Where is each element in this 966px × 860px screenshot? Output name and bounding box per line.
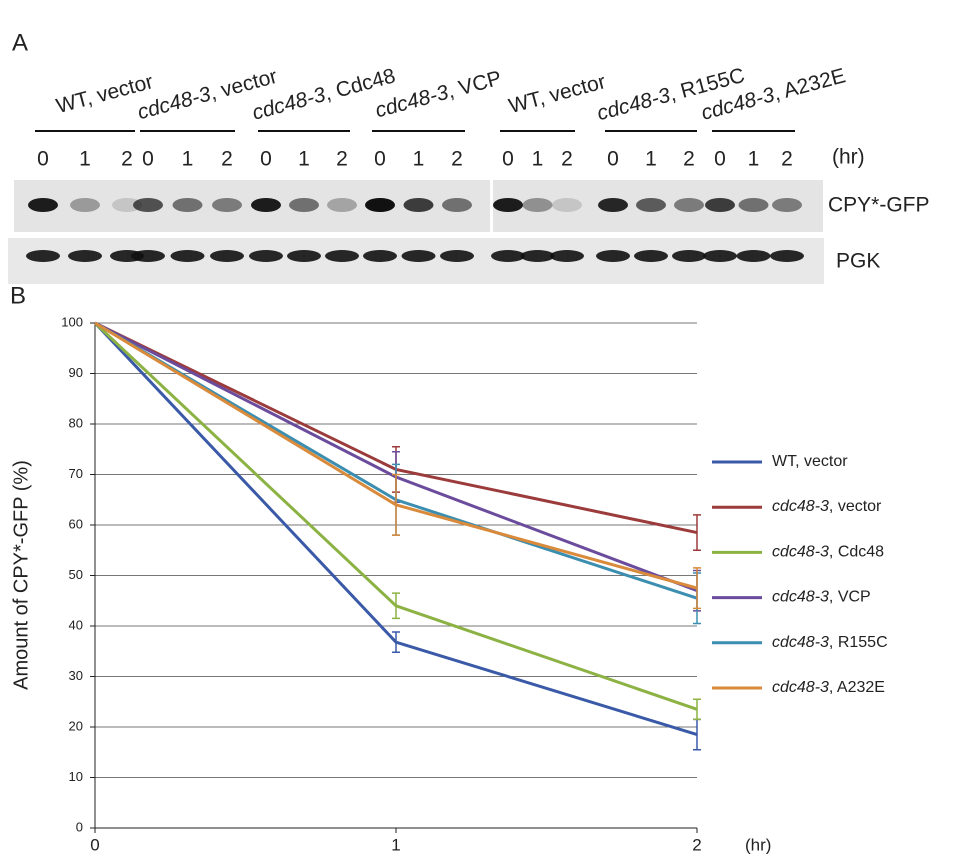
band	[598, 198, 628, 212]
lane-label: 0	[260, 148, 272, 171]
band	[365, 198, 395, 212]
lane-label: 1	[532, 148, 544, 171]
legend-label: cdc48-3, VCP	[772, 589, 871, 606]
band	[402, 250, 436, 262]
band	[770, 250, 804, 262]
band	[68, 250, 102, 262]
y-tick-label: 40	[69, 617, 83, 632]
lane-label: 0	[502, 148, 514, 171]
band	[289, 198, 319, 212]
group-label: WT, vector	[506, 70, 608, 118]
x-unit-label: (hr)	[745, 835, 771, 854]
panel-label: B	[10, 282, 26, 309]
band	[212, 198, 242, 212]
lane-label: 2	[683, 148, 695, 171]
lane-label: 1	[645, 148, 657, 171]
band	[249, 250, 283, 262]
band	[442, 198, 472, 212]
lane-label: 2	[781, 148, 793, 171]
lane-label: 0	[607, 148, 619, 171]
band	[523, 198, 553, 212]
panel-label: A	[12, 29, 28, 56]
band	[596, 250, 630, 262]
band	[440, 250, 474, 262]
band	[363, 250, 397, 262]
y-tick-label: 90	[69, 365, 83, 380]
band	[251, 198, 281, 212]
band	[70, 198, 100, 212]
legend-label: cdc48-3, vector	[772, 498, 882, 515]
band	[327, 198, 357, 212]
row-label: CPY*-GFP	[828, 194, 930, 217]
band	[287, 250, 321, 262]
band	[173, 198, 203, 212]
legend-label: cdc48-3, R155C	[772, 634, 888, 651]
y-tick-label: 20	[69, 718, 83, 733]
band	[133, 198, 163, 212]
band	[674, 198, 704, 212]
row-label: PGK	[836, 250, 880, 273]
y-tick-label: 10	[69, 769, 83, 784]
y-tick-label: 50	[69, 567, 83, 582]
band	[739, 198, 769, 212]
y-axis-label: Amount of CPY*-GFP (%)	[10, 460, 32, 690]
band	[672, 250, 706, 262]
lane-label: 1	[182, 148, 194, 171]
y-tick-label: 70	[69, 466, 83, 481]
lane-label: 0	[37, 148, 49, 171]
figure: A (hr) CPY*-GFP PGK B Amount of CPY*-GFP…	[0, 0, 966, 860]
lane-label: 2	[336, 148, 348, 171]
band	[210, 250, 244, 262]
lane-label: 2	[451, 148, 463, 171]
lane-label: 0	[374, 148, 386, 171]
time-unit: (hr)	[832, 146, 865, 169]
band	[28, 198, 58, 212]
band	[737, 250, 771, 262]
lane-label: 1	[413, 148, 425, 171]
band	[521, 250, 555, 262]
lane-label: 1	[79, 148, 91, 171]
page: A (hr) CPY*-GFP PGK B Amount of CPY*-GFP…	[0, 0, 966, 860]
band	[772, 198, 802, 212]
legend-label: cdc48-3, A232E	[772, 679, 885, 696]
legend-label: cdc48-3, Cdc48	[772, 544, 884, 561]
legend-label: WT, vector	[772, 453, 848, 470]
y-tick-label: 60	[69, 516, 83, 531]
x-tick-label: 1	[391, 835, 400, 854]
band	[491, 250, 525, 262]
lane-label: 0	[714, 148, 726, 171]
lane-label: 0	[142, 148, 154, 171]
band	[552, 198, 582, 212]
y-tick-label: 30	[69, 668, 83, 683]
y-tick-label: 0	[76, 819, 83, 834]
band	[703, 250, 737, 262]
band	[171, 250, 205, 262]
band	[636, 198, 666, 212]
y-tick-label: 100	[61, 314, 83, 329]
lane-label: 2	[221, 148, 233, 171]
lane-label: 2	[121, 148, 133, 171]
band	[705, 198, 735, 212]
band	[404, 198, 434, 212]
y-tick-label: 80	[69, 415, 83, 430]
lane-label: 2	[561, 148, 573, 171]
x-tick-label: 2	[692, 835, 701, 854]
band	[634, 250, 668, 262]
band	[26, 250, 60, 262]
lane-label: 1	[748, 148, 760, 171]
lane-label: 1	[298, 148, 310, 171]
band	[550, 250, 584, 262]
band	[493, 198, 523, 212]
band	[131, 250, 165, 262]
x-tick-label: 0	[90, 835, 99, 854]
band	[325, 250, 359, 262]
